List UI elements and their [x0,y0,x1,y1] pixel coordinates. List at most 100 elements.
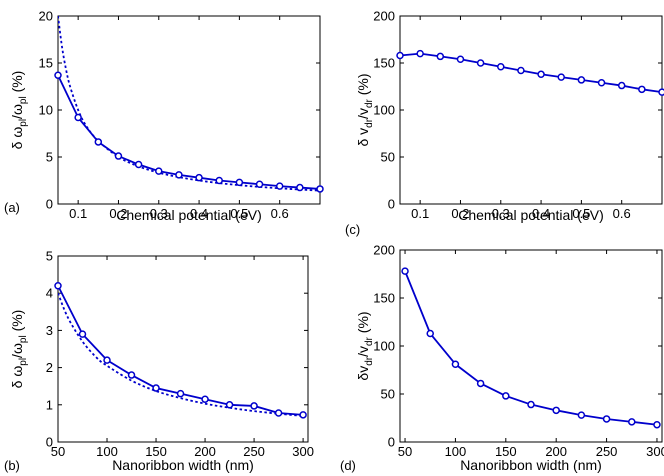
x-tick-label: 0.3 [150,206,168,221]
data-point-marker [74,113,82,122]
panel-label: (a) [4,200,20,215]
y-tick-label: 150 [373,291,395,306]
data-point-marker [275,182,284,190]
data-point-marker [396,51,404,60]
data-point-marker [476,59,485,67]
panel-label: (c) [345,222,360,237]
data-point-marker [577,411,586,419]
x-tick-label: 0.1 [69,206,87,221]
y-axis-label-subscript: dr [364,356,375,366]
x-tick-label: 100 [445,444,467,459]
data-point-marker [658,88,664,96]
series-line-dotted [58,16,320,192]
data-point-marker [225,401,234,409]
data-point-marker [552,406,560,415]
data-point-marker [653,420,661,429]
y-tick-label: 0 [388,435,395,450]
x-tick-label: 250 [243,444,265,459]
data-point-marker [78,330,87,338]
y-tick-label: 3 [46,323,53,338]
panel-label: (d) [340,458,356,473]
data-point-marker [557,73,565,81]
y-tick-label: 150 [373,56,395,71]
data-point-marker [274,409,283,417]
data-point-marker [416,49,424,58]
y-axis-label-subscript: dr [364,118,375,128]
x-tick-label: 0.4 [532,206,550,221]
x-tick-label: 300 [646,444,664,459]
data-point-marker [476,379,485,388]
data-point-marker [497,63,505,71]
x-tick-label: 50 [398,444,412,459]
panel-d: 50100150200250300050100150200Nanoribbon … [340,243,664,474]
y-tick-label: 100 [373,103,395,118]
data-point-marker [602,415,611,423]
data-point-marker [255,180,264,189]
data-point-marker [152,384,160,392]
y-axis-label-part: (%) [9,310,25,336]
y-axis-label-part: (%) [355,311,371,337]
y-axis-label-subscript: pl [18,96,29,104]
x-tick-label: 200 [545,444,567,459]
y-axis-label: δ vdr/vdr (%) [355,73,375,146]
y-axis-label-part: (%) [355,73,371,99]
x-tick-label: 0.2 [451,206,469,221]
data-point-marker [299,411,307,419]
y-tick-label: 0 [388,197,395,212]
data-point-marker [250,402,258,410]
data-point-marker [127,371,136,379]
x-tick-label: 150 [495,444,517,459]
y-axis-label-part: δv [355,366,371,381]
y-axis-label-part: /ω [9,343,25,358]
data-point-marker [195,173,203,182]
y-tick-label: 2 [46,360,53,375]
data-point-marker [176,389,185,398]
y-axis-label-part: /v [355,346,371,357]
y-tick-label: 0 [46,435,53,450]
x-tick-label: 0.1 [411,206,429,221]
data-point-marker [401,267,409,275]
data-point-marker [94,138,103,146]
x-tick-label: 300 [292,444,314,459]
plot-frame-c [399,15,663,205]
x-tick-label: 0.6 [271,206,289,221]
plot-frame-b [57,255,309,443]
y-tick-label: 50 [381,150,395,165]
data-point-marker [436,52,445,61]
data-point-marker [54,282,62,290]
data-point-marker [103,356,111,364]
data-point-marker [638,85,646,94]
x-axis-label: Chemical potential (eV) [116,207,262,223]
data-point-marker [426,329,434,338]
data-point-marker [502,392,510,400]
y-axis-label-part: δ ω [9,366,25,389]
data-point-marker [134,160,143,169]
y-axis-label-part: (%) [9,71,25,97]
data-point-marker [114,152,123,160]
data-point-marker [235,178,244,187]
data-point-marker [597,78,606,87]
y-tick-label: 100 [373,339,395,354]
y-axis-label-part: δ ω [9,127,25,150]
y-tick-label: 15 [39,56,53,71]
x-tick-label: 100 [96,444,118,459]
panel-b: 50 100 150 200 250 300 0 1 2 3 4 5 Nanoribbon width … [4,249,314,474]
x-axis-label: Nanoribbon width (nm) [460,457,602,473]
series-group [58,16,320,192]
y-tick-label: 0 [46,197,53,212]
y-tick-label: 5 [46,150,53,165]
y-axis-label-part: δ v [355,128,371,147]
x-tick-label: 0.4 [190,206,208,221]
data-point-marker [451,360,460,368]
series-line-dotted [58,292,304,417]
y-axis-label-subscript: pl [18,358,29,366]
data-point-marker [537,70,545,79]
y-axis-label: δ ωpl/ωpl (%) [9,310,29,389]
x-tick-label: 50 [51,444,65,459]
y-axis-label-subscript: pl [18,335,29,343]
data-point-marker [296,183,304,192]
x-tick-label: 0.2 [109,206,127,221]
data-point-marker [201,395,209,403]
x-tick-label: 0.5 [572,206,590,221]
